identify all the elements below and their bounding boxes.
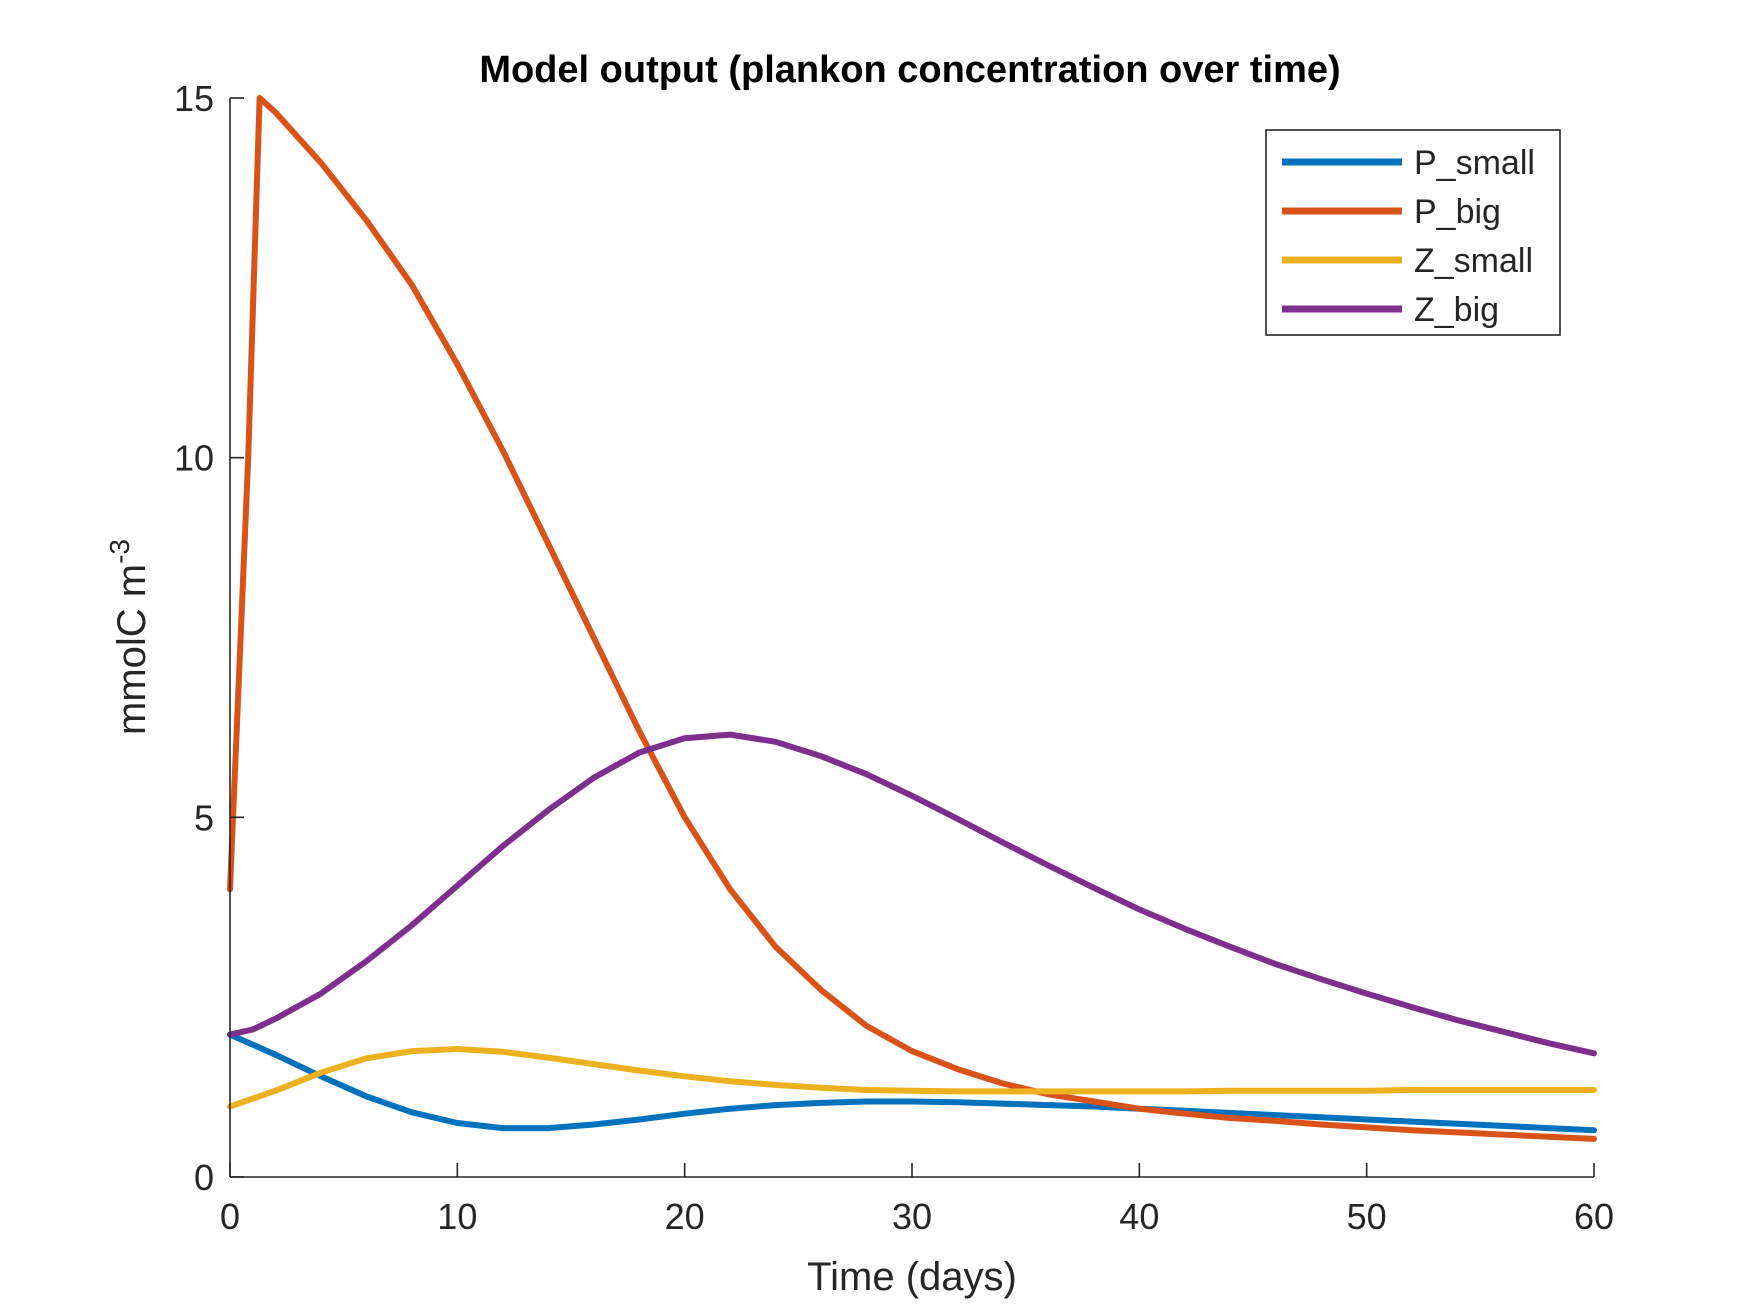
x-tick-label: 40 [1119, 1196, 1159, 1237]
legend-label: P_small [1414, 144, 1535, 182]
x-tick-label: 10 [437, 1196, 477, 1237]
y-tick-label: 10 [174, 438, 214, 479]
legend-entry-z-big: Z_big [1282, 291, 1499, 329]
chart-title: Model output (plankon concentration over… [479, 49, 1340, 91]
legend-entry-p-small: P_small [1282, 144, 1535, 182]
plot-lines [227, 95, 1597, 1142]
x-tick-label: 0 [220, 1196, 240, 1237]
series-line-p-big [227, 95, 1597, 1142]
legend: P_small P_big Z_small Z_big [1265, 129, 1561, 336]
series-line-z-small [227, 1046, 1597, 1110]
y-axis-label-exponent: -3 [104, 539, 135, 564]
x-tick-label: 50 [1347, 1196, 1387, 1237]
legend-entry-p-big: P_big [1282, 193, 1501, 231]
y-axis-label-base: mmolC m [110, 564, 154, 735]
series-line-p-small [227, 1031, 1597, 1134]
x-ticks: 0 10 20 30 40 50 60 [220, 1163, 1614, 1237]
x-tick-label: 60 [1574, 1196, 1614, 1237]
y-tick-label: 0 [194, 1157, 214, 1198]
y-axis-label: mmolC m-3 [104, 539, 154, 735]
y-tick-label: 15 [174, 78, 214, 119]
x-tick-label: 20 [665, 1196, 705, 1237]
y-tick-label: 5 [194, 797, 214, 838]
legend-label: Z_small [1414, 242, 1533, 280]
legend-label: Z_big [1414, 291, 1499, 329]
y-ticks: 0 5 10 15 [174, 78, 244, 1198]
x-tick-label: 30 [892, 1196, 932, 1237]
series-line-z-big [227, 731, 1597, 1057]
x-axis-label: Time (days) [807, 1255, 1017, 1299]
legend-entry-z-small: Z_small [1282, 242, 1533, 280]
legend-label: P_big [1414, 193, 1501, 231]
